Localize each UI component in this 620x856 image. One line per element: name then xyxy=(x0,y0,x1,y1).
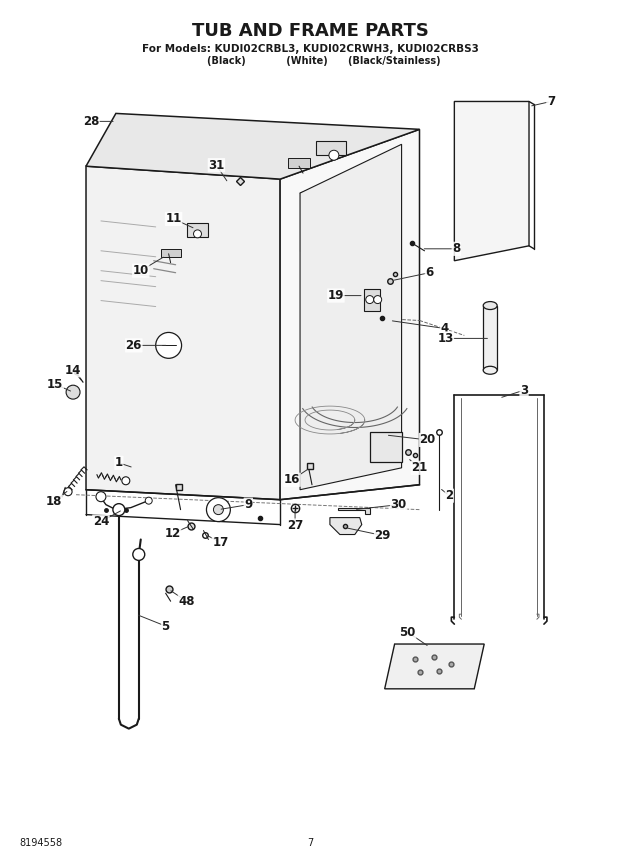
Text: 9: 9 xyxy=(244,498,252,511)
Circle shape xyxy=(133,549,144,561)
Text: 28: 28 xyxy=(83,115,99,128)
Text: 2: 2 xyxy=(445,489,453,502)
Circle shape xyxy=(64,488,72,496)
Text: (Black)            (White)      (Black/Stainless): (Black) (White) (Black/Stainless) xyxy=(180,56,440,66)
Polygon shape xyxy=(384,644,484,689)
Text: 18: 18 xyxy=(46,495,63,508)
Text: 8194558: 8194558 xyxy=(19,838,63,848)
Polygon shape xyxy=(454,102,529,261)
Text: 29: 29 xyxy=(374,529,391,542)
Text: 7: 7 xyxy=(307,838,313,848)
Text: 20: 20 xyxy=(419,433,436,447)
Circle shape xyxy=(122,477,130,484)
Ellipse shape xyxy=(483,301,497,310)
Text: 11: 11 xyxy=(166,212,182,225)
Text: 24: 24 xyxy=(93,515,109,528)
Circle shape xyxy=(329,151,339,160)
Polygon shape xyxy=(86,166,280,500)
Text: 13: 13 xyxy=(437,332,453,345)
Text: 15: 15 xyxy=(47,377,63,390)
Text: 17: 17 xyxy=(212,536,229,549)
Circle shape xyxy=(66,385,80,399)
Polygon shape xyxy=(330,518,361,534)
Bar xyxy=(364,288,379,311)
Polygon shape xyxy=(280,129,420,500)
Bar xyxy=(187,223,208,237)
Ellipse shape xyxy=(483,366,497,374)
Bar xyxy=(161,249,180,257)
Text: 6: 6 xyxy=(425,266,433,279)
Text: 3: 3 xyxy=(520,383,528,396)
Circle shape xyxy=(206,497,231,521)
Text: 50: 50 xyxy=(399,626,416,639)
Circle shape xyxy=(193,230,202,238)
Circle shape xyxy=(374,295,382,304)
Circle shape xyxy=(213,505,223,514)
Text: 16: 16 xyxy=(284,473,300,486)
Text: TUB AND FRAME PARTS: TUB AND FRAME PARTS xyxy=(192,21,428,40)
Polygon shape xyxy=(300,145,402,490)
Text: 1: 1 xyxy=(115,456,123,469)
Circle shape xyxy=(113,503,125,515)
Text: 27: 27 xyxy=(287,519,303,532)
Circle shape xyxy=(145,497,153,504)
Text: ReplacementParts.com: ReplacementParts.com xyxy=(246,465,374,475)
Text: 31: 31 xyxy=(208,158,224,172)
Text: 30: 30 xyxy=(391,498,407,511)
Circle shape xyxy=(366,295,374,304)
Text: 5: 5 xyxy=(162,620,170,633)
Text: 19: 19 xyxy=(328,289,344,302)
Polygon shape xyxy=(86,113,420,179)
Polygon shape xyxy=(483,306,497,371)
Circle shape xyxy=(156,332,182,359)
Bar xyxy=(370,432,402,462)
Text: 4: 4 xyxy=(440,322,448,335)
Text: 12: 12 xyxy=(164,527,181,540)
Text: 10: 10 xyxy=(133,265,149,277)
Bar xyxy=(288,158,310,168)
Text: For Models: KUDI02CRBL3, KUDI02CRWH3, KUDI02CRBS3: For Models: KUDI02CRBL3, KUDI02CRWH3, KU… xyxy=(141,44,479,54)
Bar xyxy=(316,141,346,155)
Text: 8: 8 xyxy=(452,242,461,255)
Text: 21: 21 xyxy=(412,461,428,474)
Circle shape xyxy=(96,491,106,502)
Polygon shape xyxy=(338,508,370,514)
Text: 7: 7 xyxy=(547,95,555,108)
Text: 14: 14 xyxy=(65,364,81,377)
Text: 26: 26 xyxy=(126,339,142,352)
Text: 48: 48 xyxy=(179,595,195,608)
